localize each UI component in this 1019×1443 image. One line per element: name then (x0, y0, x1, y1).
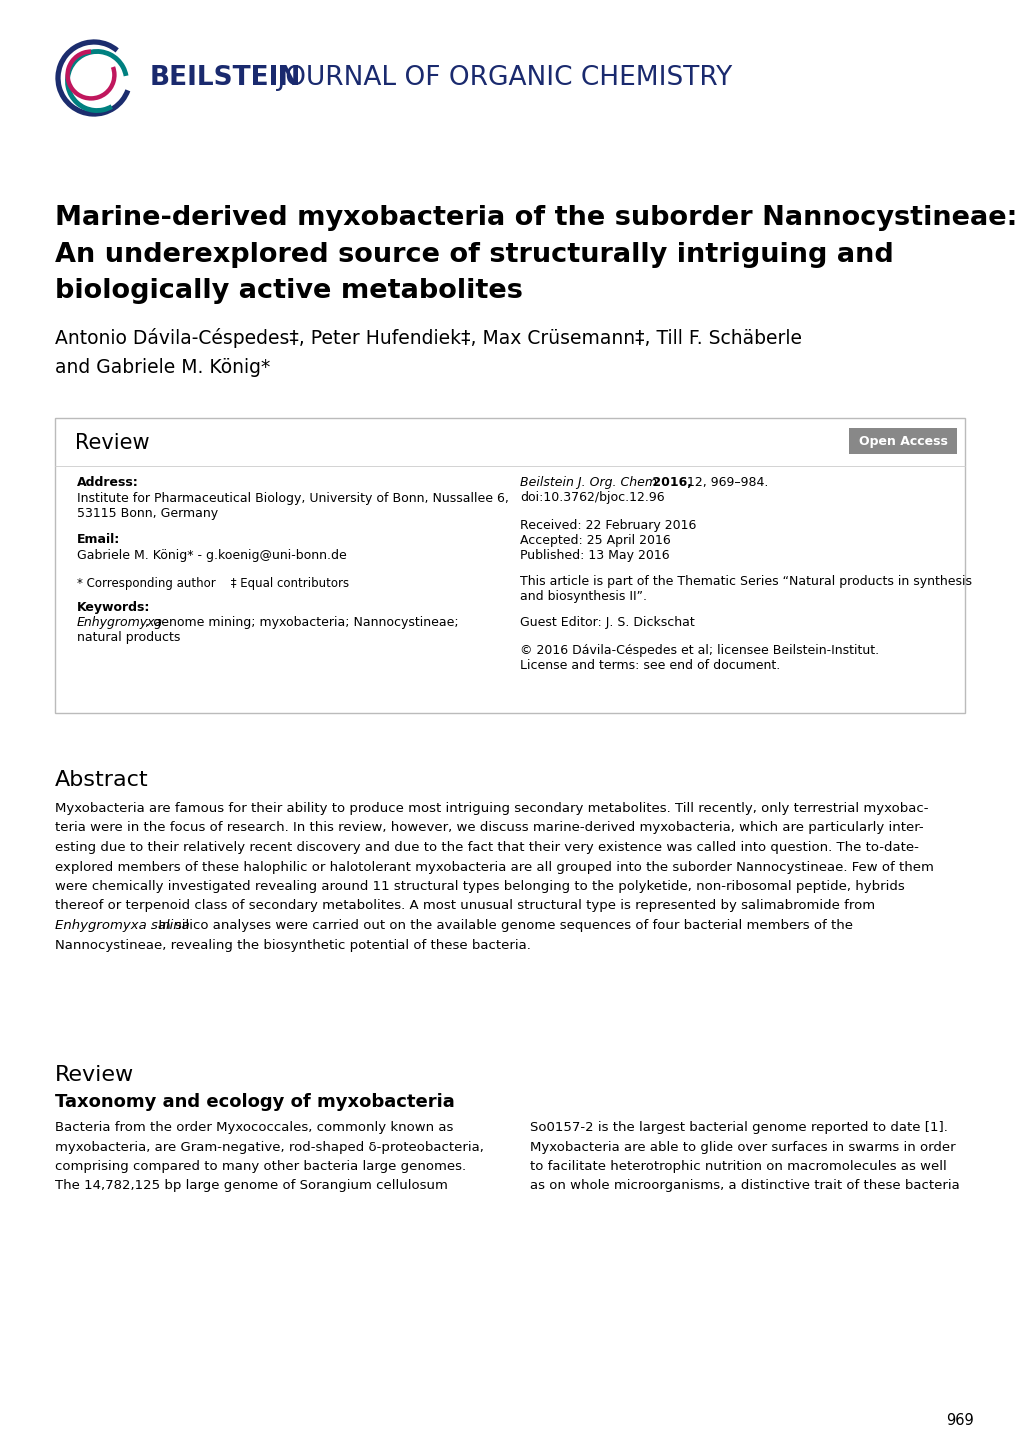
Text: comprising compared to many other bacteria large genomes.: comprising compared to many other bacter… (55, 1160, 466, 1173)
Text: as on whole microorganisms, a distinctive trait of these bacteria: as on whole microorganisms, a distinctiv… (530, 1179, 959, 1192)
Text: Keywords:: Keywords: (76, 600, 150, 615)
Text: Bacteria from the order Myxococcales, commonly known as: Bacteria from the order Myxococcales, co… (55, 1121, 452, 1134)
Text: Myxobacteria are famous for their ability to produce most intriguing secondary m: Myxobacteria are famous for their abilit… (55, 802, 927, 815)
Text: Enhygromyxa: Enhygromyxa (76, 616, 163, 629)
Text: and biosynthesis II”.: and biosynthesis II”. (520, 590, 646, 603)
Text: ; genome mining; myxobacteria; Nannocystineae;: ; genome mining; myxobacteria; Nannocyst… (145, 616, 459, 629)
Text: Published: 13 May 2016: Published: 13 May 2016 (520, 548, 668, 561)
Text: Received: 22 February 2016: Received: 22 February 2016 (520, 519, 696, 532)
Text: teria were in the focus of research. In this review, however, we discuss marine-: teria were in the focus of research. In … (55, 821, 923, 834)
Text: esting due to their relatively recent discovery and due to the fact that their v: esting due to their relatively recent di… (55, 841, 918, 854)
Text: This article is part of the Thematic Series “Natural products in synthesis: This article is part of the Thematic Ser… (520, 574, 971, 587)
Text: An underexplored source of structurally intriguing and: An underexplored source of structurally … (55, 242, 893, 268)
Text: 2016,: 2016, (647, 476, 691, 489)
Text: 53115 Bonn, Germany: 53115 Bonn, Germany (76, 506, 218, 519)
Text: Address:: Address: (76, 476, 139, 489)
Text: Institute for Pharmaceutical Biology, University of Bonn, Nussallee 6,: Institute for Pharmaceutical Biology, Un… (76, 492, 508, 505)
Text: The 14,782,125 bp large genome of Sorangium cellulosum: The 14,782,125 bp large genome of Sorang… (55, 1179, 447, 1192)
Text: explored members of these halophilic or halotolerant myxobacteria are all groupe: explored members of these halophilic or … (55, 860, 933, 873)
Text: Enhygromyxa salina: Enhygromyxa salina (55, 919, 190, 932)
Text: Abstract: Abstract (55, 771, 149, 789)
Text: Marine-derived myxobacteria of the suborder Nannocystineae:: Marine-derived myxobacteria of the subor… (55, 205, 1016, 231)
Text: . In silico analyses were carried out on the available genome sequences of four : . In silico analyses were carried out on… (150, 919, 852, 932)
Text: Review: Review (75, 433, 150, 453)
Text: myxobacteria, are Gram-negative, rod-shaped δ-proteobacteria,: myxobacteria, are Gram-negative, rod-sha… (55, 1140, 483, 1153)
Text: JOURNAL OF ORGANIC CHEMISTRY: JOURNAL OF ORGANIC CHEMISTRY (269, 65, 732, 91)
Text: License and terms: see end of document.: License and terms: see end of document. (520, 659, 780, 672)
Text: * Corresponding author    ‡ Equal contributors: * Corresponding author ‡ Equal contribut… (76, 577, 348, 590)
Text: natural products: natural products (76, 631, 180, 644)
Text: Nannocystineae, revealing the biosynthetic potential of these bacteria.: Nannocystineae, revealing the biosynthet… (55, 938, 530, 951)
Text: Gabriele M. König* - g.koenig@uni-bonn.de: Gabriele M. König* - g.koenig@uni-bonn.d… (76, 548, 346, 561)
Text: and Gabriele M. König*: and Gabriele M. König* (55, 358, 270, 377)
Text: 969: 969 (946, 1413, 973, 1429)
Text: Email:: Email: (76, 532, 120, 545)
Text: Review: Review (55, 1065, 135, 1085)
Text: © 2016 Dávila-Céspedes et al; licensee Beilstein-Institut.: © 2016 Dávila-Céspedes et al; licensee B… (520, 644, 878, 657)
FancyBboxPatch shape (55, 418, 964, 713)
Text: 12, 969–984.: 12, 969–984. (683, 476, 767, 489)
Text: Accepted: 25 April 2016: Accepted: 25 April 2016 (520, 534, 671, 547)
Text: Antonio Dávila-Céspedes‡, Peter Hufendiek‡, Max Crüsemann‡, Till F. Schäberle: Antonio Dávila-Céspedes‡, Peter Hufendie… (55, 328, 801, 348)
Text: doi:10.3762/bjoc.12.96: doi:10.3762/bjoc.12.96 (520, 491, 664, 504)
Text: Beilstein J. Org. Chem.: Beilstein J. Org. Chem. (520, 476, 660, 489)
Text: to facilitate heterotrophic nutrition on macromolecules as well: to facilitate heterotrophic nutrition on… (530, 1160, 946, 1173)
Text: Open Access: Open Access (858, 434, 947, 447)
Text: thereof or terpenoid class of secondary metabolites. A most unusual structural t: thereof or terpenoid class of secondary … (55, 899, 874, 912)
Text: Guest Editor: J. S. Dickschat: Guest Editor: J. S. Dickschat (520, 616, 694, 629)
Text: were chemically investigated revealing around 11 structural types belonging to t: were chemically investigated revealing a… (55, 880, 904, 893)
Text: So0157-2 is the largest bacterial genome reported to date [1].: So0157-2 is the largest bacterial genome… (530, 1121, 947, 1134)
Text: Myxobacteria are able to glide over surfaces in swarms in order: Myxobacteria are able to glide over surf… (530, 1140, 955, 1153)
Text: biologically active metabolites: biologically active metabolites (55, 278, 523, 304)
FancyBboxPatch shape (848, 429, 956, 455)
Text: BEILSTEIN: BEILSTEIN (150, 65, 301, 91)
Text: Taxonomy and ecology of myxobacteria: Taxonomy and ecology of myxobacteria (55, 1092, 454, 1111)
